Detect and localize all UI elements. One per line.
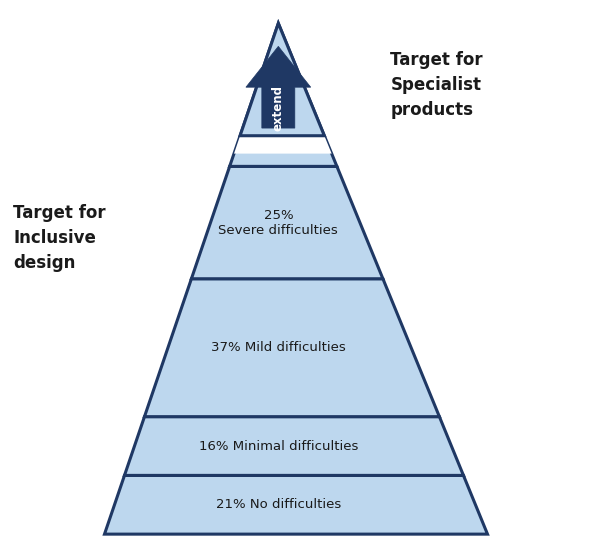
Polygon shape [240, 23, 324, 136]
Text: Target for
Inclusive
design: Target for Inclusive design [13, 204, 106, 272]
Text: Target for
Specialist
products: Target for Specialist products [390, 51, 483, 119]
Polygon shape [191, 166, 383, 279]
Polygon shape [144, 279, 439, 417]
Polygon shape [230, 23, 337, 166]
Polygon shape [105, 475, 487, 534]
Polygon shape [124, 417, 464, 475]
Polygon shape [234, 23, 332, 153]
Text: 21% No difficulties: 21% No difficulties [215, 498, 341, 511]
Text: 37% Mild difficulties: 37% Mild difficulties [211, 341, 346, 354]
Text: 25%
Severe difficulties: 25% Severe difficulties [218, 209, 338, 237]
Text: 16% Minimal difficulties: 16% Minimal difficulties [199, 439, 358, 453]
Text: extend: extend [272, 84, 285, 131]
Polygon shape [246, 46, 311, 128]
